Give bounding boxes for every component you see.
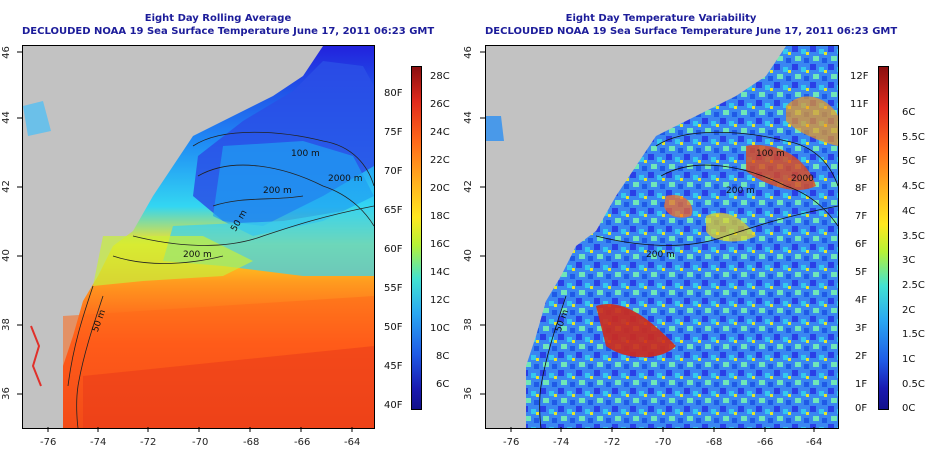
left-contour-label: 100 m (291, 149, 320, 159)
left-x-tick: -70 (192, 437, 209, 448)
right-colorbar-c-label: 0.5C (902, 379, 925, 390)
right-colorbar-c-label: 3C (902, 255, 916, 266)
right-colorbar-f-label: 10F (850, 127, 869, 138)
right-colorbar-f-label: 6F (855, 239, 868, 250)
left-colorbar-c-label: 10C (430, 323, 450, 334)
right-contour-label: 200 m (646, 250, 675, 260)
right-title: Eight Day Temperature Variability (565, 13, 757, 24)
right-colorbar-c-label: 3.5C (902, 231, 925, 242)
right-x-tick: -70 (655, 437, 672, 448)
left-colorbar-f-label: 60F (384, 244, 403, 255)
left-colorbar-c-label: 24C (430, 127, 450, 138)
right-x-tick: -68 (706, 437, 723, 448)
right-colorbar-f-label: 2F (855, 351, 868, 362)
left-x-tick: -76 (40, 437, 57, 448)
left-colorbar-f-label: 65F (384, 205, 403, 216)
right-colorbar-c-label: 5C (902, 156, 916, 167)
left-colorbar-c-label: 14C (430, 267, 450, 278)
right-variability-map: 100 m 200 m 2000 200 m 50 m (485, 45, 839, 429)
left-x-tick: -74 (90, 437, 107, 448)
right-colorbar-f-label: 7F (855, 211, 868, 222)
left-contour-label: 200 m (263, 186, 292, 196)
left-x-tick: -64 (344, 437, 361, 448)
left-colorbar-c-label: 26C (430, 99, 450, 110)
left-colorbar-f-label: 45F (384, 361, 403, 372)
left-colorbar-f-label: 80F (384, 88, 403, 99)
right-colorbar-c-label: 6C (902, 107, 916, 118)
right-colorbar-c-label: 2C (902, 305, 916, 316)
right-colorbar-f-label: 0F (855, 403, 868, 414)
left-colorbar-c-label: 12C (430, 295, 450, 306)
left-colorbar-f-label: 75F (384, 127, 403, 138)
right-colorbar (878, 66, 889, 410)
right-colorbar-c-label: 5.5C (902, 132, 925, 143)
left-map-svg (23, 46, 374, 428)
right-subtitle: DECLOUDED NOAA 19 Sea Surface Temperatur… (485, 26, 898, 37)
right-colorbar-f-label: 11F (850, 99, 869, 110)
left-colorbar-c-label: 20C (430, 183, 450, 194)
left-colorbar-c-label: 16C (430, 239, 450, 250)
left-x-tick: -68 (243, 437, 260, 448)
left-colorbar-c-label: 18C (430, 211, 450, 222)
right-colorbar-c-label: 4.5C (902, 181, 925, 192)
right-contour-label: 100 m (756, 149, 785, 159)
right-colorbar-c-label: 4C (902, 206, 916, 217)
left-colorbar-c-label: 28C (430, 71, 450, 82)
right-x-tick: -74 (553, 437, 570, 448)
left-subtitle: DECLOUDED NOAA 19 Sea Surface Temperatur… (22, 26, 435, 37)
left-x-tick: -66 (294, 437, 311, 448)
right-contour-label: 200 m (726, 186, 755, 196)
left-contour-label: 2000 m (328, 174, 363, 184)
right-colorbar-f-label: 12F (850, 71, 869, 82)
left-colorbar-f-label: 40F (384, 400, 403, 411)
right-x-tick: -76 (503, 437, 520, 448)
right-contour-label: 2000 (791, 174, 814, 184)
right-colorbar-f-label: 5F (855, 267, 868, 278)
left-colorbar-c-label: 22C (430, 155, 450, 166)
right-colorbar-c-label: 2.5C (902, 280, 925, 291)
left-sst-map: 100 m 200 m 200 m 2000 m 50 m 50 m (22, 45, 375, 429)
left-colorbar-f-label: 55F (384, 283, 403, 294)
left-colorbar-c-label: 6C (436, 379, 450, 390)
left-colorbar-f-label: 70F (384, 166, 403, 177)
left-title: Eight Day Rolling Average (144, 13, 292, 24)
right-colorbar-c-label: 1C (902, 354, 916, 365)
right-map-svg (486, 46, 838, 428)
right-colorbar-c-label: 1.5C (902, 329, 925, 340)
right-x-tick: -72 (604, 437, 621, 448)
right-colorbar-f-label: 3F (855, 323, 868, 334)
left-x-tick: -72 (140, 437, 157, 448)
left-colorbar-c-label: 8C (436, 351, 450, 362)
right-x-tick: -64 (806, 437, 823, 448)
left-contour-label: 200 m (183, 250, 212, 260)
left-colorbar-f-label: 50F (384, 322, 403, 333)
right-colorbar-f-label: 9F (855, 155, 868, 166)
right-colorbar-c-label: 0C (902, 403, 916, 414)
right-colorbar-f-label: 1F (855, 379, 868, 390)
left-colorbar (411, 66, 422, 410)
right-colorbar-f-label: 8F (855, 183, 868, 194)
right-colorbar-f-label: 4F (855, 295, 868, 306)
right-x-tick: -66 (757, 437, 774, 448)
